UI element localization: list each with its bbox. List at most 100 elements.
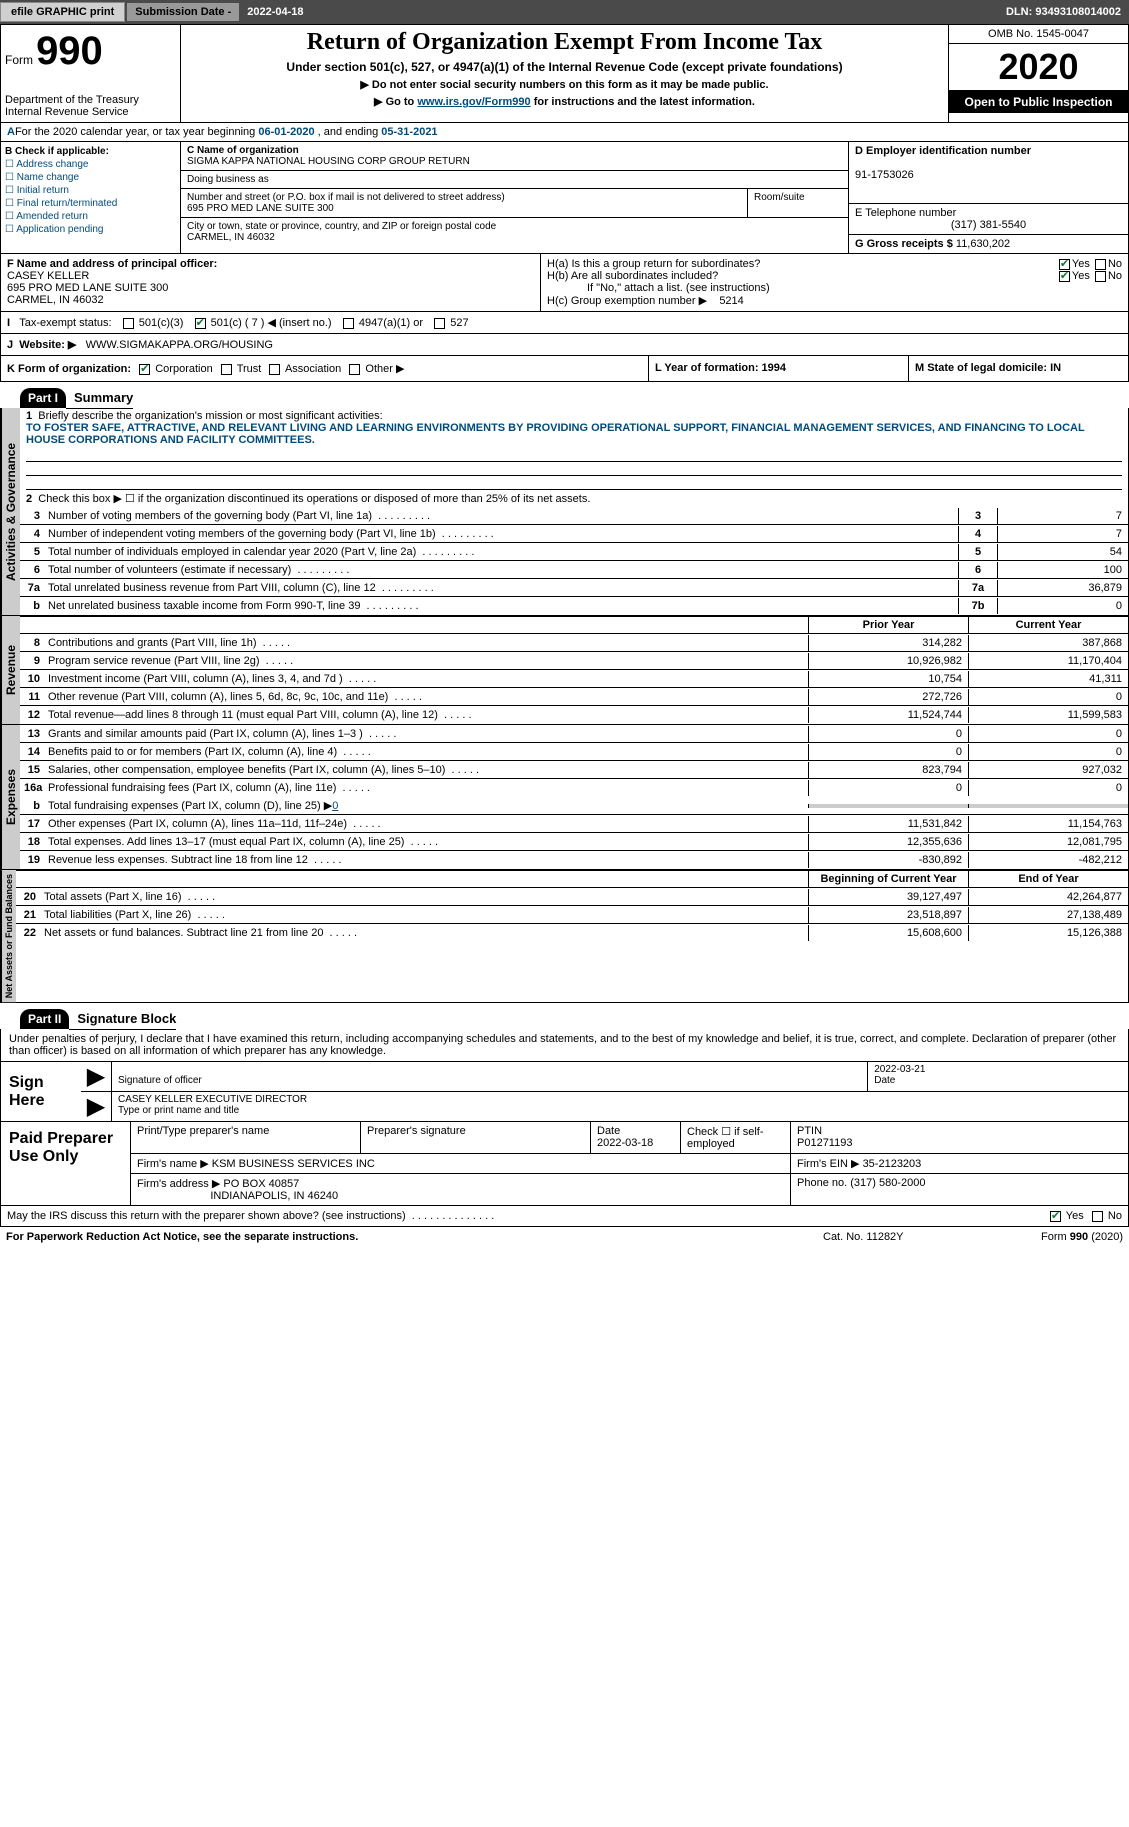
- summary-expenses: Expenses 13 Grants and similar amounts p…: [0, 725, 1129, 870]
- section-fh: F Name and address of principal officer:…: [0, 254, 1129, 312]
- line-22: 22 Net assets or fund balances. Subtract…: [16, 924, 1128, 942]
- name-arrow-icon: ▶: [81, 1092, 111, 1121]
- line-7a: 7a Total unrelated business revenue from…: [20, 579, 1128, 597]
- row-klm: K Form of organization: Corporation Trus…: [0, 356, 1129, 382]
- sign-date: 2022-03-21: [874, 1064, 925, 1075]
- column-d: D Employer identification number 91-1753…: [848, 142, 1128, 253]
- corp-checkbox[interactable]: [139, 364, 150, 375]
- ptin: P01271193: [797, 1137, 852, 1149]
- check-initial-return[interactable]: ☐ Initial return: [5, 185, 176, 196]
- 4947-checkbox[interactable]: [343, 318, 354, 329]
- declaration-text: Under penalties of perjury, I declare th…: [1, 1029, 1128, 1062]
- assoc-checkbox[interactable]: [269, 364, 280, 375]
- discuss-no-checkbox[interactable]: [1092, 1211, 1103, 1222]
- firm-address: PO BOX 40857: [223, 1178, 299, 1190]
- omb-number: OMB No. 1545-0047: [949, 25, 1128, 44]
- 527-checkbox[interactable]: [434, 318, 445, 329]
- line-15: 15 Salaries, other compensation, employe…: [20, 761, 1128, 779]
- efile-print-button[interactable]: efile GRAPHIC print: [0, 2, 125, 22]
- part-1-header: Part I: [20, 388, 66, 408]
- trust-checkbox[interactable]: [221, 364, 232, 375]
- column-b: B Check if applicable: ☐ Address change …: [1, 142, 181, 253]
- line-12: 12 Total revenue—add lines 8 through 11 …: [20, 706, 1128, 724]
- line-11: 11 Other revenue (Part VIII, column (A),…: [20, 688, 1128, 706]
- efile-topbar: efile GRAPHIC print Submission Date - 20…: [0, 0, 1129, 24]
- tab-balances: Net Assets or Fund Balances: [1, 870, 16, 1002]
- line-10: 10 Investment income (Part VIII, column …: [20, 670, 1128, 688]
- check-final-return[interactable]: ☐ Final return/terminated: [5, 198, 176, 209]
- line-b: b Net unrelated business taxable income …: [20, 597, 1128, 615]
- firm-name: KSM BUSINESS SERVICES INC: [212, 1158, 375, 1170]
- line-14: 14 Benefits paid to or for members (Part…: [20, 743, 1128, 761]
- row-j-website: J Website: ▶ WWW.SIGMAKAPPA.ORG/HOUSING: [0, 334, 1129, 356]
- line-20: 20 Total assets (Part X, line 16) . . . …: [16, 888, 1128, 906]
- ha-no-checkbox[interactable]: [1095, 259, 1106, 270]
- paid-preparer-label: Paid Preparer Use Only: [1, 1122, 131, 1205]
- line-18: 18 Total expenses. Add lines 13–17 (must…: [20, 833, 1128, 851]
- irs-form990-link[interactable]: www.irs.gov/Form990: [417, 96, 530, 108]
- ha-yes-checkbox[interactable]: [1059, 259, 1070, 270]
- form-subtitle: Under section 501(c), 527, or 4947(a)(1)…: [191, 60, 938, 74]
- paid-preparer-section: Paid Preparer Use Only Print/Type prepar…: [1, 1122, 1128, 1205]
- column-c: C Name of organization SIGMA KAPPA NATIO…: [181, 142, 848, 253]
- check-name-change[interactable]: ☐ Name change: [5, 172, 176, 183]
- summary-balances: Net Assets or Fund Balances Beginning of…: [0, 870, 1129, 1003]
- group-exemption-number: 5214: [719, 295, 743, 307]
- state-domicile: M State of legal domicile: IN: [915, 362, 1061, 374]
- open-to-public: Open to Public Inspection: [949, 91, 1128, 113]
- gross-receipts: 11,630,202: [956, 238, 1010, 250]
- ein: 91-1753026: [855, 169, 914, 181]
- instruction-2: ▶ Go to www.irs.gov/Form990 for instruct…: [191, 95, 938, 108]
- line-5: 5 Total number of individuals employed i…: [20, 543, 1128, 561]
- firm-ein: 35-2123203: [863, 1158, 922, 1170]
- summary-governance: Activities & Governance 1 Briefly descri…: [0, 408, 1129, 616]
- dept-treasury: Department of the Treasury Internal Reve…: [5, 94, 176, 118]
- dba-label: Doing business as: [187, 174, 269, 185]
- check-address-change[interactable]: ☐ Address change: [5, 159, 176, 170]
- signature-block: Under penalties of perjury, I declare th…: [0, 1029, 1129, 1206]
- check-amended-return[interactable]: ☐ Amended return: [5, 211, 176, 222]
- sign-here-label: Sign Here: [1, 1062, 81, 1121]
- 501c-checkbox[interactable]: [195, 318, 206, 329]
- org-address: 695 PRO MED LANE SUITE 300: [187, 203, 334, 214]
- phone: (317) 381-5540: [951, 219, 1026, 231]
- 501c3-checkbox[interactable]: [123, 318, 134, 329]
- page-footer: For Paperwork Reduction Act Notice, see …: [0, 1227, 1129, 1247]
- check-application-pending[interactable]: ☐ Application pending: [5, 224, 176, 235]
- other-checkbox[interactable]: [349, 364, 360, 375]
- line-13: 13 Grants and similar amounts paid (Part…: [20, 725, 1128, 743]
- discuss-yes-checkbox[interactable]: [1050, 1211, 1061, 1222]
- year-formation: L Year of formation: 1994: [655, 362, 786, 374]
- form-title: Return of Organization Exempt From Incom…: [191, 29, 938, 56]
- line-19: 19 Revenue less expenses. Subtract line …: [20, 851, 1128, 869]
- officer-signature-name: CASEY KELLER EXECUTIVE DIRECTOR: [118, 1094, 307, 1105]
- hb-no-checkbox[interactable]: [1095, 271, 1106, 282]
- form-number: 990: [36, 29, 103, 73]
- officer-name: CASEY KELLER: [7, 270, 89, 282]
- row-i-tax-exempt: I Tax-exempt status: 501(c)(3) 501(c) ( …: [0, 312, 1129, 334]
- line-a-tax-year: AFor the 2020 calendar year, or tax year…: [0, 123, 1129, 142]
- line-4: 4 Number of independent voting members o…: [20, 525, 1128, 543]
- part-2-header: Part II: [20, 1009, 69, 1029]
- signature-arrow-icon: ▶: [81, 1062, 111, 1091]
- form-label: Form: [5, 53, 33, 67]
- line-21: 21 Total liabilities (Part X, line 26) .…: [16, 906, 1128, 924]
- preparer-date: 2022-03-18: [597, 1137, 653, 1149]
- line-9: 9 Program service revenue (Part VIII, li…: [20, 652, 1128, 670]
- org-city: CARMEL, IN 46032: [187, 232, 275, 243]
- tab-governance: Activities & Governance: [1, 408, 20, 615]
- tab-revenue: Revenue: [1, 616, 20, 724]
- mission-text: TO FOSTER SAFE, ATTRACTIVE, AND RELEVANT…: [26, 422, 1085, 446]
- submission-date: 2022-04-18: [239, 3, 311, 21]
- discuss-with-preparer: May the IRS discuss this return with the…: [0, 1206, 1129, 1227]
- line-8: 8 Contributions and grants (Part VIII, l…: [20, 634, 1128, 652]
- firm-phone: (317) 580-2000: [850, 1177, 925, 1189]
- submission-date-label: Submission Date -: [127, 3, 239, 21]
- line-16a: 16a Professional fundraising fees (Part …: [20, 779, 1128, 797]
- summary-revenue: Revenue Prior YearCurrent Year 8 Contrib…: [0, 616, 1129, 725]
- section-bcd: B Check if applicable: ☐ Address change …: [0, 142, 1129, 254]
- hb-yes-checkbox[interactable]: [1059, 271, 1070, 282]
- website-url: WWW.SIGMAKAPPA.ORG/HOUSING: [86, 339, 273, 351]
- dln: DLN: 93493108014002: [998, 3, 1129, 21]
- instruction-1: ▶ Do not enter social security numbers o…: [191, 78, 938, 91]
